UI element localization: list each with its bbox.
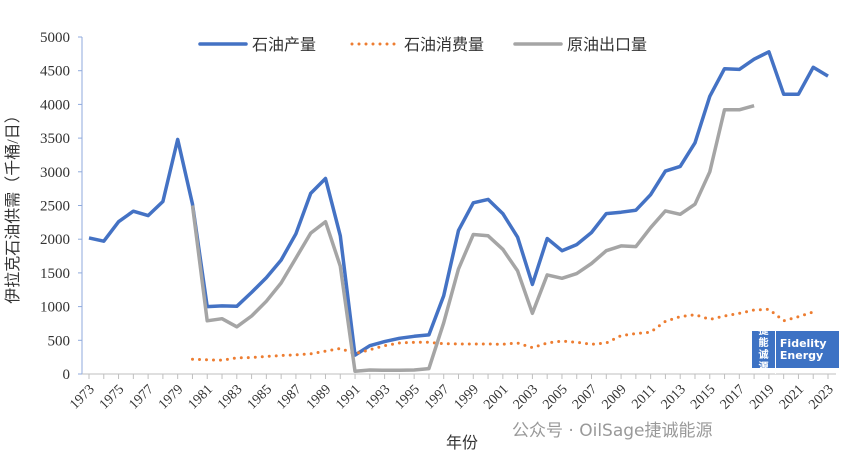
fidelity-energy-logo: 捷能诚源 Fidelity Energy bbox=[752, 325, 839, 374]
legend-label: 原油出口量 bbox=[567, 36, 647, 54]
series-1 bbox=[191, 307, 815, 362]
x-tick-label: 1993 bbox=[363, 382, 393, 412]
legend-label: 石油消费量 bbox=[404, 36, 484, 54]
x-tick-label: 1979 bbox=[156, 382, 186, 412]
y-tick-label: 4000 bbox=[40, 97, 70, 113]
x-tick-label: 1997 bbox=[422, 382, 452, 412]
x-tick-label: 2003 bbox=[511, 382, 541, 412]
x-axis-label: 年份 bbox=[446, 434, 478, 452]
x-tick-label: 2009 bbox=[599, 382, 629, 412]
x-tick-label: 1985 bbox=[245, 382, 275, 412]
y-tick-label: 2500 bbox=[40, 199, 70, 215]
logo-en: Fidelity Energy bbox=[779, 336, 827, 362]
x-tick-label: 1995 bbox=[393, 382, 423, 412]
x-tick-label: 1981 bbox=[186, 382, 216, 412]
logo-cn: 捷能诚源 bbox=[752, 325, 776, 374]
x-tick-label: 1987 bbox=[274, 382, 304, 412]
x-tick-label: 1973 bbox=[67, 382, 97, 412]
x-tick-label: 2023 bbox=[806, 382, 836, 412]
y-tick-label: 1000 bbox=[40, 300, 70, 316]
x-tick-label: 2017 bbox=[718, 382, 748, 412]
x-tick-label: 2019 bbox=[747, 382, 777, 412]
y-tick-label: 1500 bbox=[40, 266, 70, 282]
x-tick-label: 2007 bbox=[570, 382, 600, 412]
y-tick-label: 3000 bbox=[40, 165, 70, 181]
x-tick-label: 1977 bbox=[126, 382, 156, 412]
x-tick-label: 2015 bbox=[688, 382, 718, 412]
x-tick-label: 2001 bbox=[481, 382, 511, 412]
y-tick-label: 2000 bbox=[40, 232, 70, 248]
y-tick-label: 3500 bbox=[40, 131, 70, 147]
x-tick-label: 1975 bbox=[97, 382, 127, 412]
y-tick-label: 4500 bbox=[40, 64, 70, 80]
x-tick-label: 1999 bbox=[452, 382, 482, 412]
y-tick-label: 5000 bbox=[40, 30, 70, 46]
legend-label: 石油产量 bbox=[252, 36, 316, 54]
watermark: 公众号 · OilSage捷诚能源 bbox=[512, 421, 713, 441]
series-0 bbox=[88, 50, 829, 357]
x-tick-label: 1991 bbox=[333, 382, 363, 412]
series-2 bbox=[190, 104, 755, 374]
series-line bbox=[88, 50, 829, 357]
x-tick-label: 1989 bbox=[304, 382, 334, 412]
x-tick-label: 2021 bbox=[777, 382, 807, 412]
series-line bbox=[190, 104, 755, 374]
x-tick-label: 2011 bbox=[629, 382, 659, 412]
y-tick-label: 500 bbox=[48, 333, 71, 349]
x-tick-label: 2005 bbox=[540, 382, 570, 412]
y-tick-label: 0 bbox=[63, 367, 71, 383]
x-tick-label: 1983 bbox=[215, 382, 245, 412]
x-tick-label: 2013 bbox=[659, 382, 689, 412]
series-line bbox=[191, 307, 815, 362]
y-axis-label: 伊拉克石油供需（千桶/日） bbox=[4, 107, 22, 303]
